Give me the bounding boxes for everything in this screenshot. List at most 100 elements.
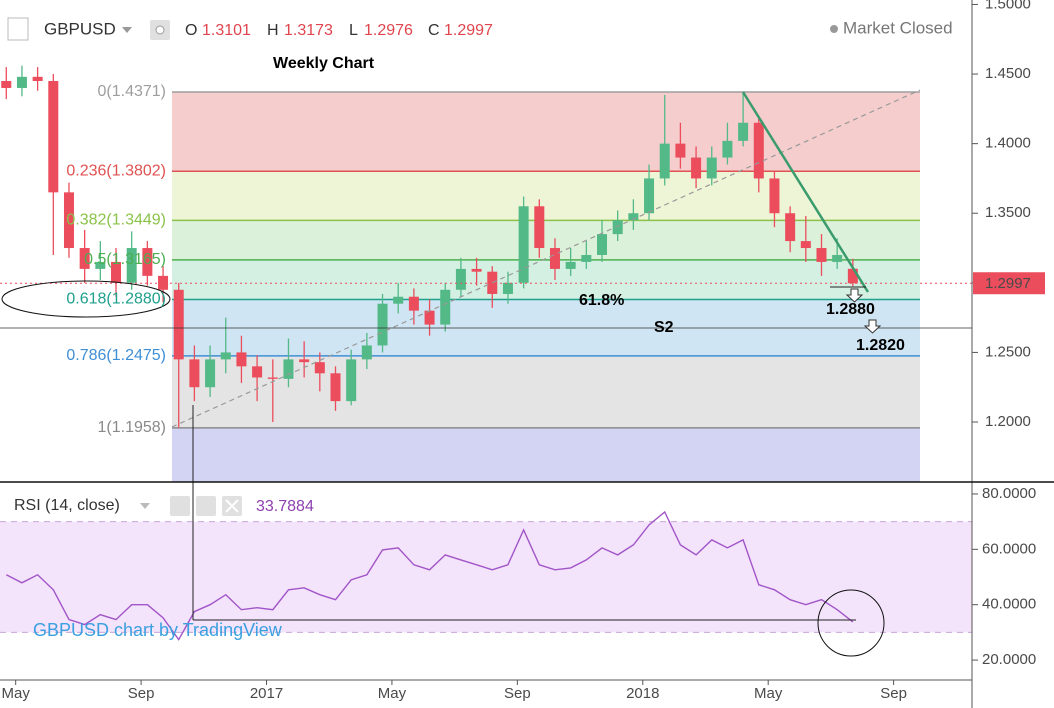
candle-body: [205, 359, 216, 388]
fib-percent-note: 61.8%: [579, 292, 624, 309]
fib-label: 0(1.4371): [98, 83, 167, 100]
highlight-circle: [817, 589, 885, 657]
fib-zones: [172, 91, 920, 482]
arrow-down: [845, 288, 864, 303]
candle-body: [346, 359, 357, 402]
rsi-line: [5, 510, 854, 641]
candle-body: [534, 206, 545, 249]
rsi-settings-icon[interactable]: [196, 496, 216, 516]
candle-body: [1, 81, 12, 88]
candle-body: [753, 122, 764, 179]
fib-zone: [172, 427, 920, 482]
candle-body: [706, 157, 717, 179]
y-tick-label: 1.2500: [985, 343, 1031, 360]
candle-body: [424, 310, 435, 325]
candle-body: [173, 289, 184, 360]
y-tick-label: 1.4500: [985, 65, 1031, 82]
candle-body: [832, 254, 843, 262]
target-note: 1.2820: [856, 337, 905, 354]
candle-body: [236, 352, 247, 367]
y-tick-label: 1.5000: [985, 0, 1031, 12]
candle-body: [361, 345, 372, 360]
fib-zone: [172, 171, 920, 221]
rsi-band-layer: [0, 521, 972, 633]
candle-body: [675, 143, 686, 158]
candle-body: [440, 289, 451, 325]
candle-body: [847, 268, 858, 284]
marks-layer: [0, 65, 972, 641]
trendline: [741, 91, 870, 293]
candle-body: [79, 248, 90, 269]
candle-body: [612, 220, 623, 235]
fib-label: 0.618(1.2880): [66, 291, 166, 308]
candle-body: [738, 122, 749, 141]
candle-body: [549, 248, 560, 269]
candle-body: [722, 140, 733, 158]
x-tick-label: May: [754, 685, 783, 702]
rsi-value: 33.7884: [256, 498, 314, 515]
candle-body: [691, 157, 702, 179]
symbol-dropdown[interactable]: [122, 27, 132, 33]
x-tick-label: Sep: [128, 685, 155, 702]
candle-body: [158, 275, 169, 290]
fib-zone: [172, 92, 920, 172]
last-price-label: 1.2997: [985, 275, 1031, 292]
arrow-down: [863, 319, 882, 334]
candle-body: [111, 261, 122, 283]
rsi-band: [0, 521, 972, 633]
candle-body: [16, 76, 27, 88]
candle-body: [142, 248, 153, 276]
fib-trend-dashed: [171, 89, 921, 428]
x-tick-label: 2018: [626, 685, 659, 702]
candle-body: [800, 241, 811, 249]
candle-body: [393, 296, 404, 304]
rsi-dropdown[interactable]: [140, 503, 150, 509]
candle-body: [785, 213, 796, 242]
candle-body: [377, 303, 388, 346]
candle-body: [628, 213, 639, 221]
rsi-eye-icon[interactable]: [170, 496, 190, 516]
highlight-ellipse: [1, 280, 171, 318]
s2-note: S2: [654, 319, 674, 336]
candle-body: [769, 178, 780, 214]
low-value: 1.2976: [364, 22, 413, 39]
candle-body: [283, 359, 294, 379]
candle-body: [659, 143, 670, 179]
candle-body: [32, 76, 43, 82]
candle-body: [267, 377, 278, 379]
x-tick-label: May: [2, 685, 31, 702]
market-status: Market Closed: [843, 18, 953, 37]
candle-body: [330, 373, 341, 402]
candle-body: [220, 352, 231, 360]
x-tick-label: Sep: [504, 685, 531, 702]
rsi-close-glyph: [225, 499, 239, 513]
symbol[interactable]: GBPUSD: [44, 19, 116, 38]
fib-label: 0.236(1.3802): [66, 162, 166, 179]
candle-body: [252, 366, 263, 378]
target-note: 1.2880: [826, 301, 875, 318]
candle-body: [48, 81, 59, 193]
x-tick-label: 2017: [250, 685, 283, 702]
high-label: H: [267, 22, 279, 39]
rsi-title: RSI (14, close): [14, 497, 120, 514]
candle-body: [597, 234, 608, 255]
y-tick-label: 20.0000: [982, 651, 1036, 668]
fib-label: 0.382(1.3449): [66, 212, 166, 229]
candle-body: [581, 254, 592, 262]
candle-body: [314, 362, 325, 374]
candle-body: [471, 268, 482, 272]
low-label: L: [349, 22, 358, 39]
candle-body: [408, 296, 419, 311]
symbol-icon[interactable]: [7, 17, 29, 41]
x-tick-label: Sep: [880, 685, 907, 702]
eye-icon-pupil: [155, 25, 165, 35]
y-tick-label: 1.3500: [985, 204, 1031, 221]
candle-body: [644, 178, 655, 214]
watermark: GBPUSD chart by TradingView: [33, 620, 283, 640]
open-label: O: [185, 22, 197, 39]
x-tick-label: May: [378, 685, 407, 702]
candle-body: [95, 261, 106, 269]
